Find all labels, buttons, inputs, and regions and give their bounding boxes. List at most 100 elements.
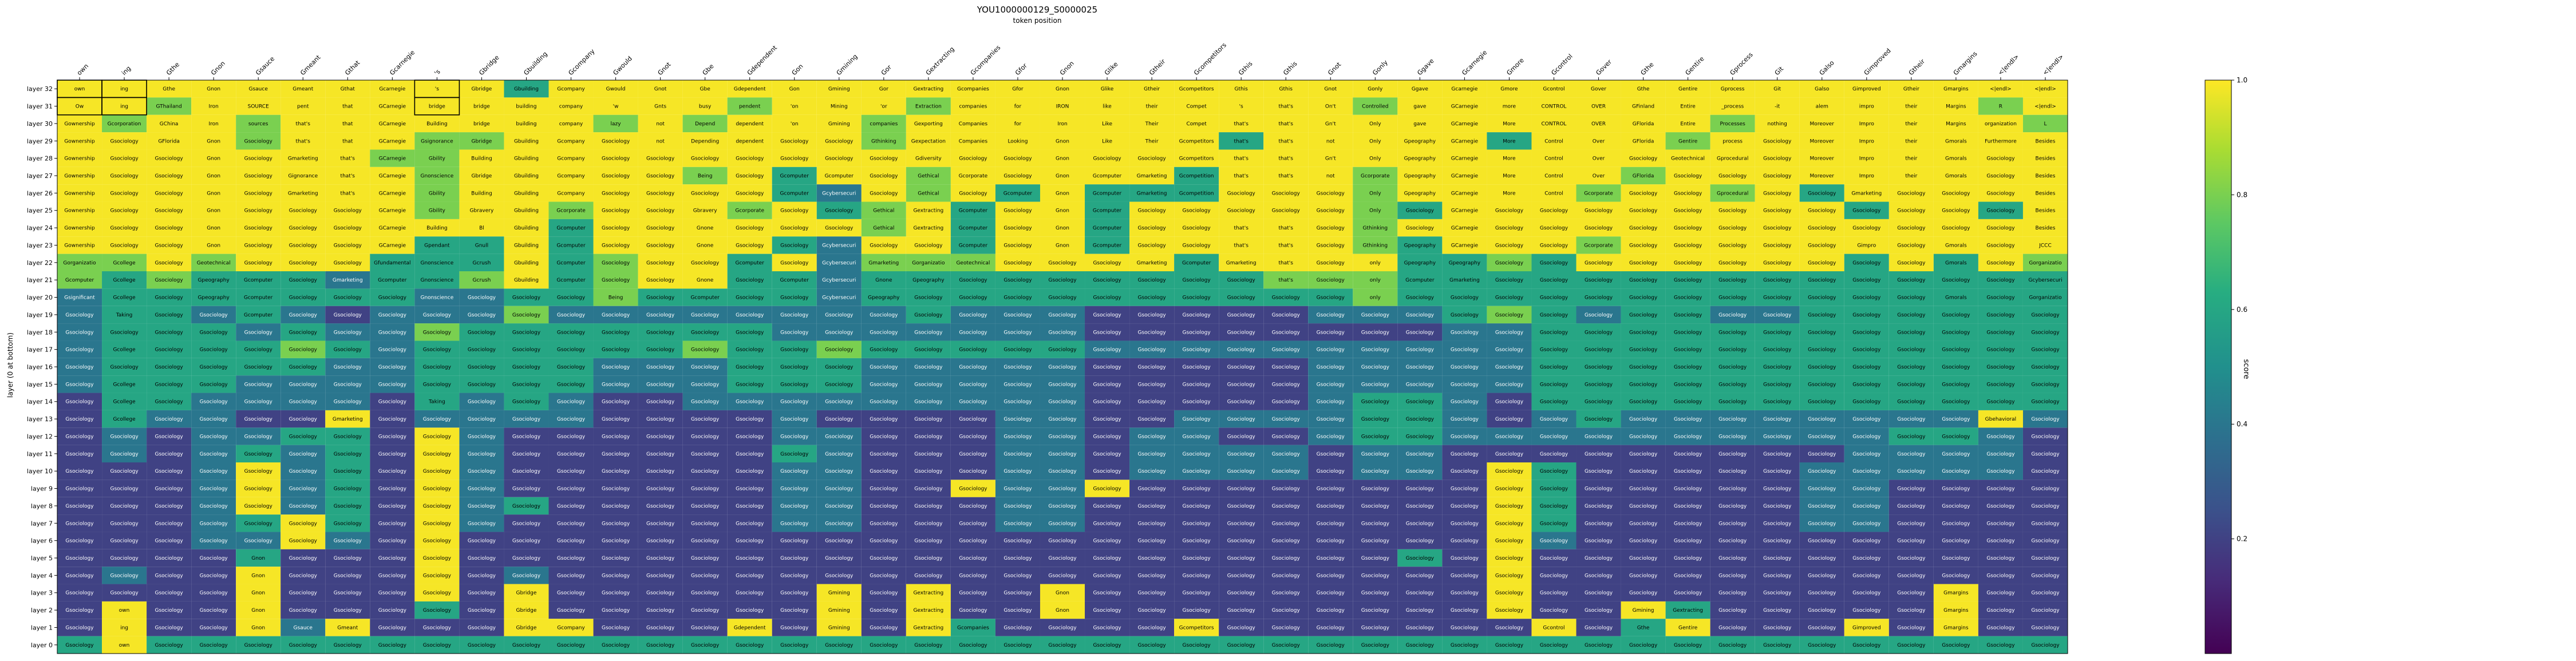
cell-token-label: Gmarketing xyxy=(1226,260,1257,266)
heatmap-cell xyxy=(816,584,862,601)
heatmap-cell xyxy=(1442,132,1487,150)
heatmap-cell xyxy=(102,497,147,515)
cell-token-label: Gsociology xyxy=(1093,608,1121,613)
cell-token-label: Gsociology xyxy=(1674,573,1702,579)
heatmap-cell xyxy=(816,306,862,324)
cell-token-label: Gsociology xyxy=(1048,452,1077,457)
heatmap-cell xyxy=(638,149,683,167)
cell-token-label: Gmargins xyxy=(1943,625,1969,631)
cell-token-label: Gsociology xyxy=(155,539,184,544)
heatmap-cell xyxy=(459,375,504,393)
cell-token-label: Gsociology xyxy=(646,539,675,544)
cell-token-label: Gsociology xyxy=(646,608,675,613)
cell-token-label: Gdependent xyxy=(734,86,766,92)
cell-token-label: <|endl> xyxy=(2034,86,2056,92)
heatmap-cell xyxy=(1799,306,1844,324)
heatmap-cell xyxy=(2022,80,2068,98)
heatmap-cell xyxy=(1487,184,1532,202)
cell-token-label: Gsociology xyxy=(1763,138,1792,144)
heatmap-cell xyxy=(1040,636,1085,654)
heatmap-cell xyxy=(906,480,951,497)
cell-token-label: Gsociology xyxy=(825,399,854,405)
heatmap-cell xyxy=(1888,358,1934,376)
cell-token-label: Gcollege xyxy=(113,347,136,353)
cell-token-label: Gsociology xyxy=(1183,278,1211,283)
heatmap-cell xyxy=(2022,462,2068,480)
cell-token-label: Gsociology xyxy=(825,312,854,318)
y-tick-label: layer 3 xyxy=(31,589,53,597)
heatmap-cell xyxy=(370,114,415,133)
cell-token-label: Gsociology xyxy=(512,539,541,544)
cell-token-label: Gcomputer xyxy=(1093,173,1122,179)
cell-token-label: Gsociology xyxy=(1585,417,1613,422)
heatmap-cell xyxy=(236,219,281,237)
heatmap-cell xyxy=(816,132,862,150)
cell-token-label: Gsociology xyxy=(1585,260,1613,266)
cell-token-label: Gsociology xyxy=(914,434,943,440)
cell-token-label: Gsociology xyxy=(914,556,943,561)
heatmap-cell xyxy=(1710,236,1755,254)
heatmap-cell xyxy=(638,514,683,532)
cell-token-label: only xyxy=(1370,260,1381,266)
cell-token-label: Gsociology xyxy=(646,399,675,405)
cell-token-label: Gsociology xyxy=(1272,469,1301,474)
cell-token-label: Gownership xyxy=(64,243,95,248)
cell-token-label: Gsociology xyxy=(1048,312,1077,318)
heatmap-cell xyxy=(1174,497,1219,515)
cell-token-label: Processes xyxy=(1720,121,1745,127)
cell-token-label: Gsociology xyxy=(1495,312,1524,318)
heatmap-cell xyxy=(1799,619,1844,636)
heatmap-cell xyxy=(325,80,370,98)
cell-token-label: Gsociology xyxy=(1763,643,1792,648)
cell-token-label: Gsociology xyxy=(155,156,184,162)
cell-token-label: Gsociology xyxy=(1629,365,1658,370)
cell-token-label: Gsociology xyxy=(557,452,586,457)
heatmap-cell xyxy=(370,375,415,393)
cell-token-label: Gsociology xyxy=(155,382,184,387)
cell-token-label: Gsociology xyxy=(1897,278,1926,283)
heatmap-cell xyxy=(1442,306,1487,324)
cell-token-label: Gcompetitors xyxy=(1179,86,1214,92)
cell-token-label: Gmining xyxy=(1633,608,1654,613)
cell-token-label: Gsociology xyxy=(1406,312,1435,318)
heatmap-cell xyxy=(1665,428,1710,445)
cell-token-label: Gsociology xyxy=(1852,434,1881,440)
cell-token-label: Gsociology xyxy=(244,452,273,457)
heatmap-cell xyxy=(191,375,236,393)
cell-token-label: Gsociology xyxy=(825,330,854,335)
heatmap-cell xyxy=(816,358,862,376)
cell-token-label: Gsociology xyxy=(1227,191,1256,196)
cell-token-label: Gsociology xyxy=(423,382,452,387)
cell-token-label: Gsociology xyxy=(1272,417,1301,422)
chart-title: YOU1000000129_S0000025 xyxy=(977,5,1097,15)
heatmap-cell xyxy=(1665,567,1710,584)
heatmap-cell xyxy=(906,497,951,515)
cell-token-label: Ow xyxy=(76,104,84,110)
cell-token-label: Gsociology xyxy=(959,452,987,457)
cell-token-label: Gcompany xyxy=(557,156,585,162)
cell-token-label: pendent xyxy=(739,104,761,110)
cell-token-label: Gsociology xyxy=(289,573,318,579)
heatmap-cell xyxy=(1263,132,1309,150)
cell-token-label: Gsociology xyxy=(289,643,318,648)
heatmap-cell xyxy=(1621,636,1666,654)
cell-token-label: Gsociology xyxy=(1183,330,1211,335)
heatmap-cell xyxy=(1844,97,1889,115)
cell-token-label: Gsociology xyxy=(1808,382,1836,387)
cell-token-label: Gsociology xyxy=(1808,539,1836,544)
heatmap-cell xyxy=(414,567,460,584)
cell-token-label: Gsociology xyxy=(1629,278,1658,283)
cell-token-label: Gsociology xyxy=(602,330,630,335)
cell-token-label: Gsociology xyxy=(1763,556,1792,561)
cell-token-label: Gsociology xyxy=(870,469,898,474)
cell-token-label: Gsociology xyxy=(1317,191,1345,196)
cell-token-label: Gcybersecuri xyxy=(822,191,856,196)
cell-token-label: Gsociology xyxy=(2031,434,2060,440)
heatmap-cell xyxy=(102,567,147,584)
heatmap-cell xyxy=(772,288,817,306)
heatmap-cell xyxy=(1576,80,1621,98)
heatmap-cell xyxy=(459,601,504,619)
cell-token-label: Git xyxy=(1773,86,1781,92)
heatmap-cell xyxy=(1710,584,1755,601)
heatmap-cell xyxy=(1576,410,1621,428)
